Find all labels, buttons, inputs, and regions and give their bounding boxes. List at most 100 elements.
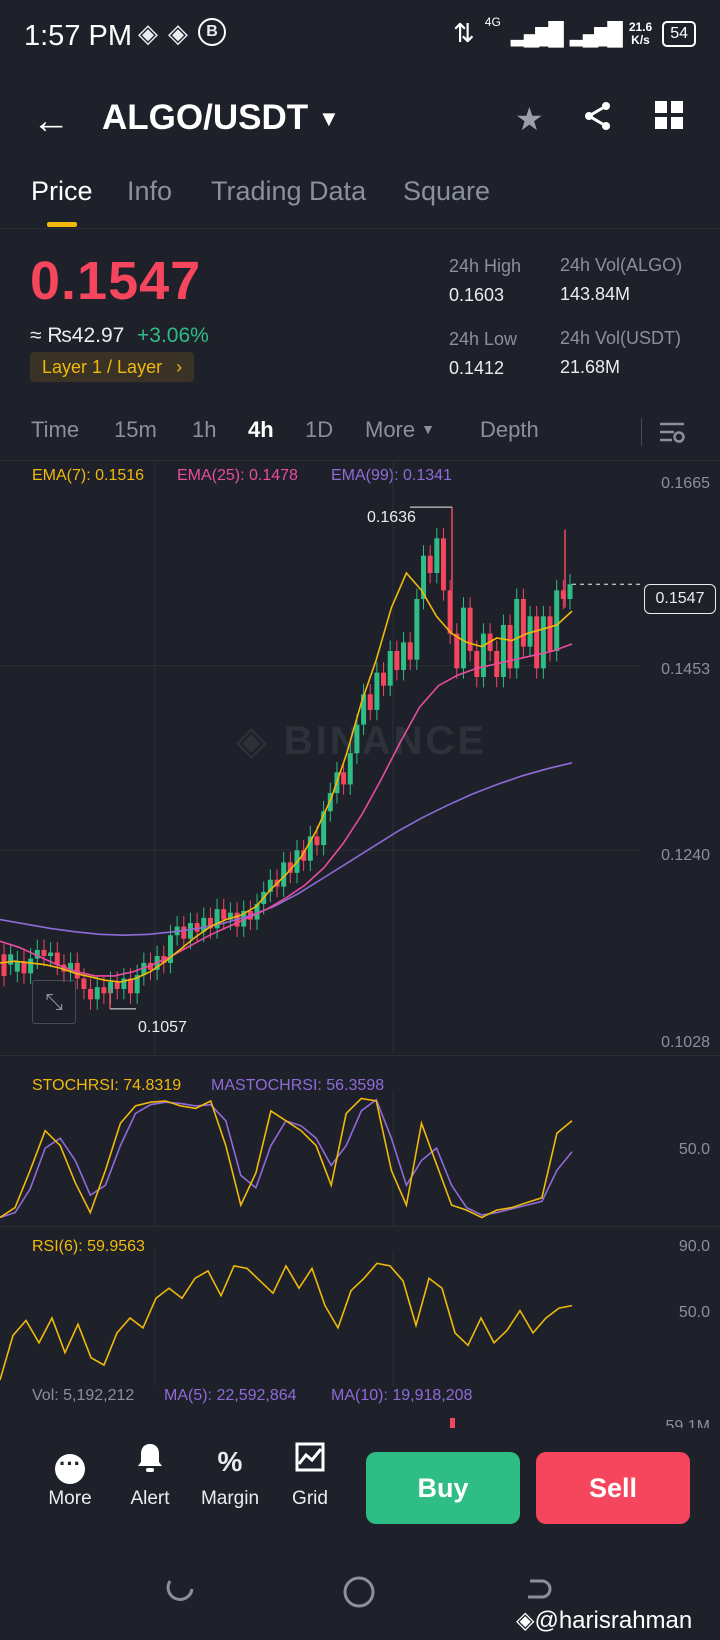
current-price-box: 0.1547 (644, 584, 716, 614)
high-marker-label: 0.1636 (367, 509, 416, 526)
status-notification-icons: ◈ ◈ B (138, 18, 226, 49)
candle (61, 964, 67, 972)
divider (0, 1226, 720, 1227)
y-tick: 90.0 (678, 1238, 710, 1255)
sell-button[interactable]: Sell (536, 1452, 690, 1524)
candle (108, 982, 114, 994)
more-button[interactable]: ··· More (30, 1442, 110, 1510)
expand-chart-icon[interactable]: ⤡ (32, 980, 76, 1024)
binance-notification-icon: ◈ (168, 18, 188, 48)
buy-button[interactable]: Buy (366, 1452, 520, 1524)
candle (21, 961, 27, 974)
candle (547, 616, 553, 651)
tab-square[interactable]: Square (403, 176, 491, 206)
candle (347, 753, 353, 785)
candle (54, 952, 60, 965)
candle (101, 987, 107, 994)
rsi-chart (0, 1250, 573, 1386)
mastochrsi-line (0, 1098, 573, 1219)
vol-algo-label: 24h Vol(ALGO) (560, 255, 683, 275)
ema99-line (0, 762, 573, 937)
category-tag[interactable]: Layer 1 / Layer › (30, 352, 195, 382)
alert-label: Alert (130, 1488, 170, 1509)
chart-settings-icon[interactable] (658, 418, 686, 451)
app-header: ← ALGO/USDT ▼ ★ (0, 80, 720, 160)
candle (507, 624, 513, 669)
candle (281, 862, 287, 887)
interval-time[interactable]: Time (31, 417, 80, 442)
watermark-credit-text: @harisrahman (534, 1607, 693, 1634)
price-change: +3.06% (137, 324, 209, 347)
watermark-text: BINANCE (283, 719, 488, 763)
interval-1h[interactable]: 1h (192, 417, 217, 442)
chevron-down-icon: ▼ (421, 421, 435, 437)
ema7-legend: EMA(7): 0.1516 (32, 467, 145, 484)
interval-15m[interactable]: 15m (114, 417, 157, 442)
b-notification-icon: B (198, 18, 226, 46)
high-label: 24h High (449, 256, 522, 276)
y-tick: 0.1240 (661, 847, 710, 864)
candle (68, 962, 74, 972)
grid-button[interactable]: Grid (270, 1442, 350, 1510)
candle (187, 923, 193, 939)
candle (321, 811, 327, 846)
ema99-legend: EMA(99): 0.1341 (331, 467, 452, 484)
more-dots-icon: ··· (30, 1442, 110, 1484)
tab-price[interactable]: Price (31, 176, 93, 206)
candle (560, 590, 566, 599)
interval-more[interactable]: More ▼ (365, 417, 435, 443)
tab-trading-data[interactable]: Trading Data (211, 176, 367, 206)
ema25-line (0, 643, 573, 977)
candle (194, 923, 200, 932)
candle (354, 724, 360, 754)
margin-button[interactable]: % Margin (190, 1442, 270, 1510)
net-speed-unit: K/s (631, 32, 650, 47)
candle (401, 642, 407, 671)
candle (381, 672, 387, 686)
candle (314, 836, 320, 846)
volume-legend: Vol: 5,192,212 (32, 1387, 135, 1404)
tab-info[interactable]: Info (127, 176, 173, 206)
candle (34, 949, 40, 959)
y-tick: 50.0 (678, 1141, 710, 1158)
ema7-line (0, 571, 573, 983)
back-arrow-icon[interactable]: ← (32, 100, 70, 142)
depth-tab[interactable]: Depth (480, 417, 539, 442)
candle (241, 910, 247, 927)
divider (0, 1055, 720, 1056)
low-label: 24h Low (449, 329, 518, 349)
candle (74, 962, 80, 979)
candle (214, 909, 220, 929)
network-type: 4G (484, 14, 501, 29)
status-time: 1:57 PM (24, 20, 132, 52)
candle (540, 616, 546, 669)
candle (567, 584, 573, 599)
binance-logo-icon: ◈ (516, 1607, 535, 1634)
candle (221, 909, 227, 920)
signal-icon: ▂▄▆█ (510, 20, 564, 46)
candlestick-chart[interactable] (0, 462, 640, 1054)
candle (287, 862, 293, 873)
interval-4h[interactable]: 4h (248, 417, 274, 442)
percent-icon: % (217, 1446, 243, 1477)
candle (134, 975, 140, 994)
candle (94, 987, 100, 1000)
divider (641, 418, 642, 446)
candle (527, 616, 533, 647)
recent-apps-icon[interactable] (164, 1575, 196, 1615)
candle (534, 616, 540, 669)
chevron-down-icon[interactable]: ▼ (318, 106, 340, 131)
grid-layout-icon[interactable] (654, 100, 684, 138)
status-right: ⇅ 4G ▂▄▆█ ▂▄▆█ 21.6 K/s 54 (453, 14, 696, 49)
back-nav-icon[interactable] (522, 1575, 554, 1615)
divider (0, 228, 720, 229)
home-icon[interactable] (342, 1575, 376, 1617)
alert-button[interactable]: Alert (110, 1442, 190, 1510)
interval-1d[interactable]: 1D (305, 417, 334, 442)
pair-title[interactable]: ALGO/USDT (102, 98, 309, 137)
candle (447, 590, 453, 634)
share-icon[interactable] (582, 100, 614, 140)
y-tick: 0.1665 (661, 475, 710, 492)
binance-watermark: ◈ BINANCE (236, 718, 487, 764)
star-icon[interactable]: ★ (515, 101, 544, 137)
